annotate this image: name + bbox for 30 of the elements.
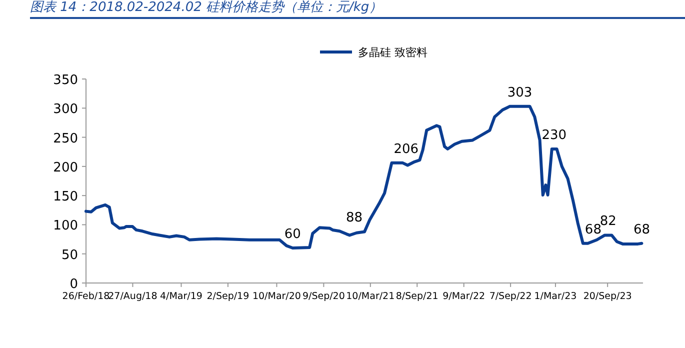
annotation: 230	[542, 128, 567, 143]
annotation: 60	[284, 227, 301, 242]
x-tick-label: 9/Mar/22	[442, 291, 486, 302]
annotation: 68	[633, 222, 650, 238]
legend-label: 多晶硅 致密料	[358, 46, 428, 59]
x-tick-label: 9/Sep/20	[302, 291, 345, 302]
y-tick-label: 100	[53, 218, 78, 234]
chart-title: 图表 14：2018.02-2024.02 硅料价格走势（单位：元/kg）	[30, 0, 685, 19]
x-tick-label: 26/Feb/18	[62, 291, 110, 302]
x-tick-label: 20/Sep/23	[583, 291, 632, 302]
y-tick-label: 150	[53, 190, 78, 205]
y-tick-label: 250	[53, 131, 78, 146]
y-tick-label: 200	[53, 160, 78, 176]
y-tick-label: 0	[70, 277, 78, 292]
x-tick-label: 1/Mar/23	[534, 291, 577, 302]
y-tick-label: 300	[53, 102, 78, 118]
annotation: 303	[507, 85, 532, 100]
annotation: 206	[394, 142, 419, 157]
x-tick-label: 7/Sep/22	[489, 291, 532, 302]
x-tick-label: 4/Mar/19	[160, 291, 202, 302]
x-tick-label: 8/Sep/21	[396, 291, 438, 302]
y-tick-label: 350	[53, 73, 78, 88]
annotation: 68	[584, 222, 602, 238]
annotation: 82	[600, 214, 616, 230]
x-tick-label: 10/Mar/21	[346, 291, 395, 302]
x-tick-label: 10/Mar/20	[252, 291, 301, 302]
annotation: 88	[346, 210, 362, 226]
x-tick-label: 2/Sep/19	[206, 291, 250, 302]
x-tick-label: 27/Aug/18	[108, 291, 158, 302]
y-tick-label: 50	[61, 248, 78, 263]
